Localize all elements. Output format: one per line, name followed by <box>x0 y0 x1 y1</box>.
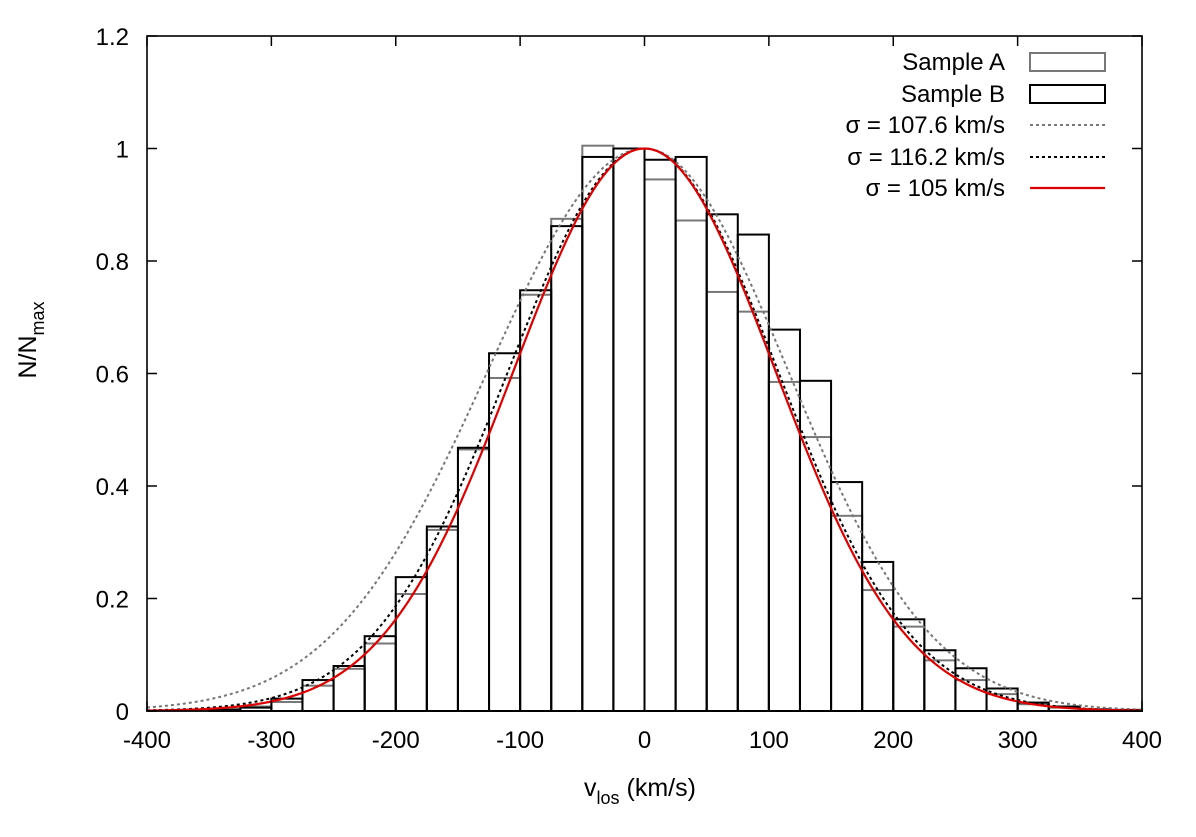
x-tick-label: 300 <box>998 727 1038 754</box>
legend-sigma-116-2-label: σ = 116.2 km/s <box>847 144 1005 171</box>
sample-a-bar <box>581 144 615 712</box>
sample-b-bar <box>363 635 397 712</box>
sample-a-bar <box>767 380 801 712</box>
sample-a-bar <box>550 217 584 712</box>
sample-b-bar <box>705 213 739 712</box>
sample-b-bars <box>208 147 1143 712</box>
legend-sigma-105-label: σ = 105 km/s <box>865 175 1005 202</box>
legend-sample-a-swatch <box>1029 52 1106 72</box>
legend-sample-b-swatch <box>1029 84 1106 104</box>
sample-a-bar <box>425 528 459 712</box>
y-tick-label: 0.2 <box>96 587 129 614</box>
gaussian-curve-116-2 <box>146 147 1143 712</box>
sample-a-bar <box>830 514 864 712</box>
legend-sigma-107-6-label: σ = 107.6 km/s <box>845 112 1005 139</box>
sample-a-bar <box>363 642 397 712</box>
legend-sample-b-label: Sample B <box>901 81 1005 108</box>
x-tick-label: -400 <box>123 727 171 754</box>
sample-b-bar <box>674 155 708 712</box>
sample-a-bar <box>798 436 833 712</box>
gaussian-curve-105 <box>146 147 1143 712</box>
sample-a-bar <box>643 178 677 712</box>
y-tick-label: 0 <box>116 699 129 726</box>
sample-b-bar <box>612 147 646 712</box>
y-tick-label: 0.4 <box>96 474 129 501</box>
y-axis-label: N/Nmax <box>14 301 48 378</box>
y-tick-label: 0.6 <box>96 362 129 389</box>
x-tick-label: 200 <box>873 727 913 754</box>
sample-b-bar <box>798 379 833 712</box>
sample-a-bar <box>674 219 708 712</box>
x-tick-label: -200 <box>372 727 420 754</box>
y-axis-ticks: 0 0.2 0.4 0.6 0.8 1 1.2 <box>96 24 1142 726</box>
sample-a-bar <box>612 147 646 712</box>
x-tick-label: -300 <box>247 727 295 754</box>
sample-a-bar <box>519 293 553 712</box>
sample-b-bar <box>861 560 895 712</box>
sample-b-bar <box>332 665 366 712</box>
sample-b-bar <box>736 233 770 712</box>
gaussian-curves <box>146 147 1143 712</box>
legend-sample-a-label: Sample A <box>902 49 1005 76</box>
y-tick-label: 0.8 <box>96 249 129 276</box>
legend: Sample A Sample B σ = 107.6 km/s σ = 116.2 … <box>845 49 1106 202</box>
sample-b-bar <box>581 155 615 712</box>
x-tick-label: 100 <box>749 727 789 754</box>
sample-a-bar <box>736 310 770 712</box>
sample-b-bar <box>954 667 988 712</box>
y-tick-label: 1.2 <box>96 24 129 51</box>
x-axis-label: vlos (km/s) <box>584 774 696 808</box>
sample-b-bar <box>550 225 584 712</box>
sample-a-bar <box>954 679 988 712</box>
sample-b-bar <box>519 289 553 712</box>
sample-b-bar <box>425 525 459 712</box>
sample-a-bar <box>456 448 491 712</box>
sample-a-bar <box>861 589 895 712</box>
x-tick-label: 0 <box>638 727 651 754</box>
sample-a-bar <box>705 290 739 712</box>
sample-a-bar <box>270 701 304 712</box>
sample-b-bar <box>643 158 677 712</box>
sample-a-bar <box>488 377 522 712</box>
sample-b-bar <box>456 446 491 712</box>
x-tick-label: -100 <box>496 727 544 754</box>
sample-a-bar <box>301 684 335 712</box>
x-axis-ticks: -400 -300 -200 -100 0 100 200 300 400 <box>123 36 1162 754</box>
x-tick-label: 400 <box>1122 727 1162 754</box>
y-tick-label: 1 <box>116 137 129 164</box>
